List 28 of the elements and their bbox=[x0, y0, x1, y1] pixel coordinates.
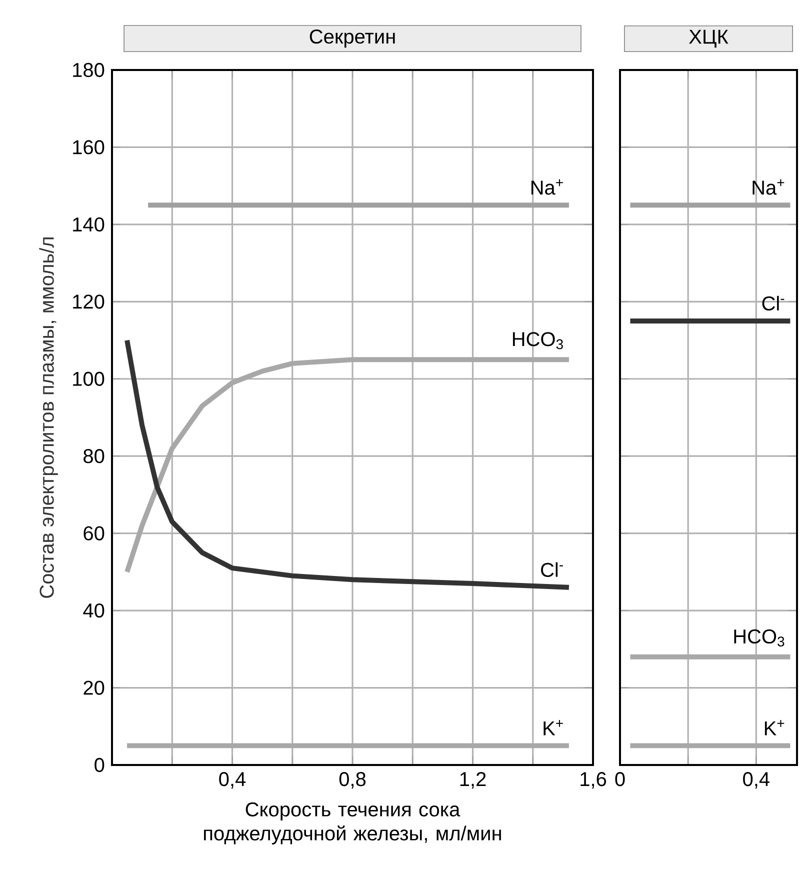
y-tick-label: 60 bbox=[84, 526, 104, 540]
y-tick-label: 140 bbox=[73, 217, 104, 232]
chart-title: ХЦК bbox=[689, 30, 728, 48]
series-label: Cl$^{-}$ bbox=[762, 296, 784, 311]
series-label: HCO$_{3}$ bbox=[734, 629, 784, 646]
x-tick-label: 0,4 bbox=[743, 772, 770, 789]
series-label: Na$^{+}$ bbox=[752, 179, 784, 195]
x-tick-label: 0,4 bbox=[219, 772, 246, 789]
chart-title: Секретин bbox=[310, 30, 395, 48]
y-tick-label: 180 bbox=[73, 62, 104, 78]
series-label: K$^{+}$ bbox=[544, 720, 563, 736]
x-axis-title: Скорость течения сока поджелудочной железы, мл/мин bbox=[204, 802, 501, 844]
x-tick-label: 0 bbox=[615, 772, 625, 786]
series-label: Cl$^{-}$ bbox=[541, 562, 563, 577]
x-tick-label: 0,8 bbox=[339, 772, 366, 789]
y-tick-label: 0 bbox=[94, 758, 104, 772]
x-tick-label: 1,2 bbox=[460, 772, 486, 789]
y-tick-label: 160 bbox=[73, 140, 104, 154]
y-tick-label: 120 bbox=[73, 294, 104, 309]
x-tick-label: 1,6 bbox=[580, 772, 606, 789]
series-label: Na$^{+}$ bbox=[531, 179, 563, 195]
y-axis-title: Состав электролитов плазмы, ммоль/л bbox=[39, 238, 58, 598]
y-tick-label: 80 bbox=[84, 449, 104, 464]
y-tick-label: 100 bbox=[73, 372, 104, 386]
y-tick-label: 40 bbox=[83, 603, 104, 618]
y-tick-label: 20 bbox=[84, 680, 104, 695]
series-label: HCO$_{3}$ bbox=[512, 332, 563, 350]
series-label: K$^{+}$ bbox=[764, 720, 784, 736]
